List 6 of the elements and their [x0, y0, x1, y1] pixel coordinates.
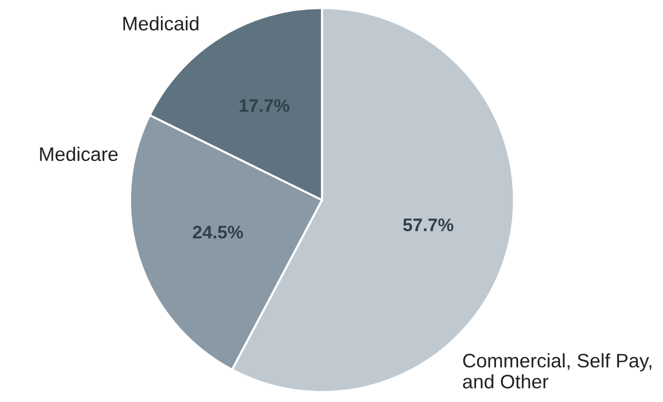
- data-label: 17.7%: [240, 99, 290, 112]
- slice-label: Medicaid: [123, 16, 198, 30]
- data-label: 57.7%: [403, 218, 454, 232]
- data-label: 24.5%: [192, 226, 243, 239]
- slice-label: Medicare: [40, 146, 118, 162]
- slice-label: Commercial, Self Pay, and Other: [462, 353, 652, 388]
